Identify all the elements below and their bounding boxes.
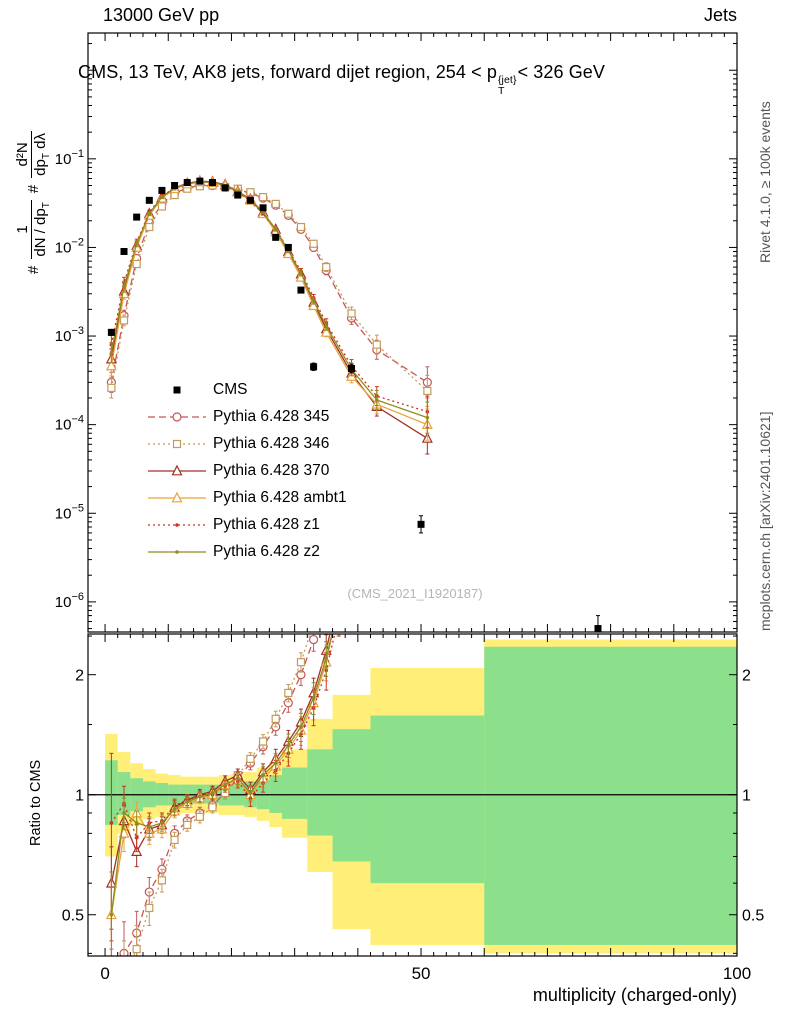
main-y-tick-label: 10−5 [55, 502, 84, 522]
legend-glyph-pythia-346 [148, 439, 206, 449]
legend-label-pythia-z1: Pythia 6.428 z1 [213, 516, 320, 533]
legend-glyph-pythia-z2 [148, 550, 206, 554]
ylabel-fraction-2: d²N dpT dλ [14, 131, 53, 178]
pt-supsub: {jet} T [497, 74, 517, 98]
series-pythia-346 [122, 634, 311, 956]
plot-title: CMS, 13 TeV, AK8 jets, forward dijet reg… [78, 62, 605, 97]
legend-label-pythia-370: Pythia 6.428 370 [213, 462, 330, 479]
legend-glyph-pythia-ambt1 [148, 491, 206, 503]
x-tick-label: 50 [412, 964, 431, 983]
main-y-tick-label: 10−2 [55, 236, 84, 256]
analysis-group-label: Jets [703, 5, 737, 25]
analysis-id-watermark: (CMS_2021_I1920187) [347, 586, 483, 601]
series-pythia-z1 [109, 180, 430, 428]
pt-superscript: {jet} [497, 74, 517, 86]
ylabel-frac1-den-text: dN / dp [32, 208, 50, 257]
series-CMS [107, 177, 602, 632]
ylabel-frac1-den: dN / dpT [31, 200, 53, 259]
series-pythia-345 [106, 180, 432, 399]
legend-glyph-pythia-z1 [148, 523, 206, 527]
mcplots-reference-label: mcplots.cern.ch [arXiv:2401.10621] [757, 411, 773, 631]
series-pythia-z2 [109, 180, 430, 434]
ylabel-fraction-1: 1 dN / dpT [14, 200, 53, 259]
ylabel-hash-1: # [24, 265, 42, 274]
ylabel-frac1-den-sub: T [41, 202, 53, 209]
ylabel-frac2-num: d²N [14, 142, 31, 167]
series-pythia-z2 [109, 634, 333, 956]
ylabel-frac2-den-sub: T [41, 153, 53, 160]
main-y-tick-label: 10−1 [55, 148, 84, 168]
ylabel-frac1-num: 1 [14, 225, 31, 234]
ylabel-frac2-den: dpT dλ [31, 131, 53, 178]
plot-title-suffix: < 326 GeV [517, 62, 606, 82]
ylabel-hash-2: # [24, 184, 42, 194]
legend-label-cms: CMS [213, 381, 248, 398]
main-y-tick-label: 10−4 [55, 414, 84, 434]
legend-glyph-CMS [173, 386, 181, 394]
ratio-y-tick-label-left: 0.5 [62, 908, 84, 925]
ratio-y-axis-label: Ratio to CMS [28, 759, 44, 846]
ratio-y-tick-label-right: 1 [742, 788, 751, 805]
legend-glyph-pythia-345 [148, 412, 206, 422]
ylabel-frac2-den-text2: dλ [32, 133, 50, 154]
main-frame [87, 32, 738, 633]
x-axis-title: multiplicity (charged-only) [532, 985, 737, 1005]
ratio-uncertainty-bands [105, 639, 737, 954]
axis-ticks [88, 33, 738, 956]
x-tick-label: 100 [723, 964, 751, 983]
main-y-tick-label: 10−6 [55, 591, 84, 611]
series-pythia-346 [107, 181, 432, 408]
main-y-tick-label: 10−3 [55, 325, 84, 345]
legend-label-pythia-ambt1: Pythia 6.428 ambt1 [213, 489, 347, 506]
ratio-y-tick-label-left: 2 [75, 668, 84, 685]
legend-label-pythia-z2: Pythia 6.428 z2 [213, 543, 320, 560]
legend-glyph-pythia-370 [148, 464, 206, 476]
beam-energy-label: 13000 GeV pp [103, 5, 220, 25]
legend-label-pythia-345: Pythia 6.428 345 [213, 408, 330, 425]
ylabel-frac2-den-text: dp [32, 159, 50, 176]
ratio-y-tick-label-right: 2 [742, 668, 751, 685]
main-y-axis-label: # 1 dN / dpT # d²N dpT dλ [14, 131, 53, 274]
ratio-y-tick-label-right: 0.5 [742, 908, 764, 925]
x-tick-label: 0 [100, 964, 109, 983]
plot-title-text: CMS, 13 TeV, AK8 jets, forward dijet reg… [78, 62, 497, 82]
ratio-y-tick-label-left: 1 [75, 788, 84, 805]
rivet-version-label: Rivet 4.1.0, ≥ 100k events [757, 101, 773, 263]
series-pythia-ambt1 [105, 175, 433, 441]
legend-label-pythia-346: Pythia 6.428 346 [213, 435, 330, 452]
pt-subscript: T [497, 85, 505, 98]
